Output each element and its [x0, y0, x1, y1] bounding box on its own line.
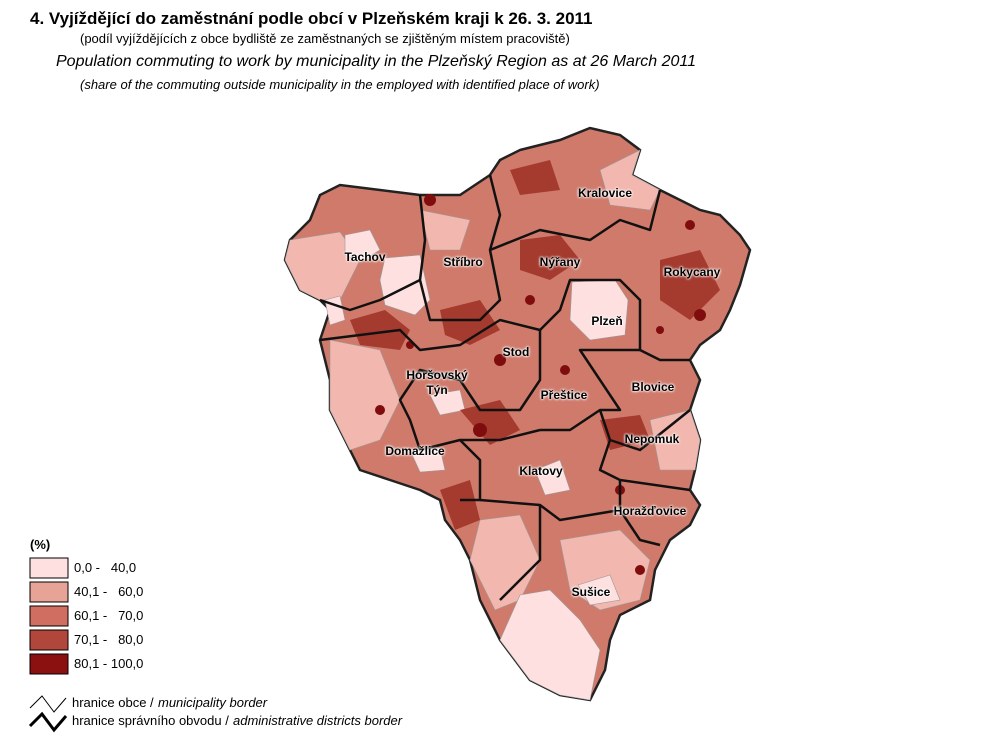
district-label: Plzeň — [591, 313, 623, 328]
district-border-symbol — [28, 711, 68, 733]
district-label: Přeštice — [540, 387, 588, 402]
subtitle: (podíl vyjíždějících z obce bydliště ze … — [80, 31, 570, 46]
legend-label: 70,1 - 80,0 — [74, 632, 144, 647]
municipality-border-symbol — [29, 695, 67, 713]
district-label: Klatovy — [519, 463, 563, 478]
legend-swatches — [29, 557, 69, 675]
legend-border-label: hranice správního obvodu / — [72, 713, 229, 728]
district-borders — [319, 174, 691, 601]
legend-label: 40,1 - 60,0 — [74, 584, 144, 599]
legend-label: 0,0 - 40,0 — [74, 560, 137, 575]
district-label: Stříbro — [443, 254, 483, 269]
legend-swatch — [29, 605, 69, 627]
district-label: Horažďovice — [613, 503, 687, 518]
legend-lines — [28, 695, 68, 733]
legend-border-label: hranice obce / — [72, 695, 154, 710]
legend-swatch — [29, 557, 69, 579]
district-label: Rokycany — [663, 264, 721, 279]
legend-unit: (%) — [30, 537, 51, 552]
legend-label: 80,1 - 100,0 — [74, 656, 144, 671]
district-label: Nýřany — [539, 254, 581, 269]
title: 4. Vyjíždějící do zaměstnání podle obcí … — [30, 9, 593, 28]
district-label: Blovice — [631, 379, 675, 394]
subtitle-en: (share of the commuting outside municipa… — [80, 77, 600, 92]
legend-swatch — [29, 581, 69, 603]
legend-swatch — [29, 629, 69, 651]
district-label: Stod — [502, 344, 530, 359]
district-label: Nepomuk — [624, 431, 680, 446]
legend-label: 60,1 - 70,0 — [74, 608, 144, 623]
region — [283, 126, 752, 702]
district-label: Horšovský Týn — [406, 368, 468, 397]
lightest-areas — [324, 229, 629, 701]
dark-areas — [350, 160, 720, 530]
darkest-areas — [375, 194, 706, 575]
district-label: Kralovice — [577, 185, 633, 200]
title-en: Population commuting to work by municipa… — [56, 53, 697, 70]
district-label: Sušice — [571, 584, 611, 599]
district-label: Domažlice — [385, 443, 445, 458]
legend-swatch — [29, 653, 69, 675]
district-label: Tachov — [344, 249, 386, 264]
legend-border-label-en: administrative districts border — [233, 713, 403, 728]
legend-border-label-en: municipality border — [158, 695, 268, 710]
